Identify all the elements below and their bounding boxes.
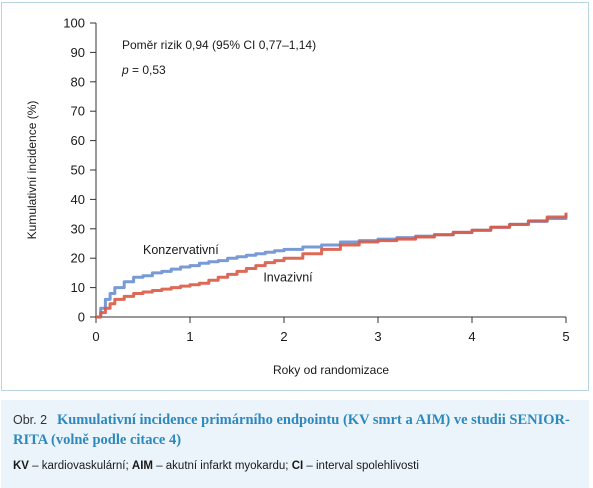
y-tick-label: 100 [63, 16, 85, 31]
chart-series [96, 212, 568, 319]
figure-number: Obr. 2 [13, 413, 48, 427]
y-axis-title: Kumulativní incidence (%) [25, 101, 39, 240]
figure-caption: Obr. 2 Kumulativní incidence primárního … [1, 400, 589, 488]
abbr-ci-text: – interval spolehlivosti [303, 460, 419, 472]
y-tick-label: 10 [71, 280, 85, 295]
chart-axes: 0 10 20 30 40 50 60 70 80 90 100 0 1 2 3 4 5 [63, 16, 569, 345]
x-tick-label: 0 [92, 329, 99, 344]
y-tick-label: 50 [71, 163, 85, 178]
series-line-invazivni [96, 212, 568, 319]
chart-labels: Konzervativní Invazivní [143, 243, 313, 285]
abbr-ci: CI [291, 460, 304, 472]
y-tick-label: 0 [78, 310, 85, 325]
y-tick-label: 20 [71, 251, 85, 266]
y-tick-label: 30 [71, 221, 85, 236]
p-value-text: = 0,53 [129, 63, 166, 77]
abbreviations-note: KV – kardiovaskulární; AIM – akutní infa… [13, 460, 583, 472]
y-tick-label: 90 [71, 45, 85, 60]
series-line-konzervativni [96, 214, 568, 319]
x-axis-title: Roky od randomizace [273, 363, 389, 377]
x-tick-label: 3 [374, 329, 381, 344]
p-value-symbol: p [121, 63, 129, 77]
abbr-kv: KV [13, 460, 29, 472]
kaplan-meier-chart: 0 10 20 30 40 50 60 70 80 90 100 0 1 2 3 4 5 Konzervativ… [25, 16, 570, 378]
y-tick-label: 60 [71, 133, 85, 148]
y-tick-label: 40 [71, 192, 85, 207]
x-tick-label: 2 [280, 329, 287, 344]
p-value-annotation: p = 0,53 [121, 63, 166, 77]
abbr-aim: AIM [131, 460, 153, 472]
series-label-konzervativni: Konzervativní [143, 243, 219, 257]
figure-title: Kumulativní incidence primárního endpoin… [13, 412, 570, 448]
x-tick-label: 4 [468, 329, 475, 344]
caption-title: Obr. 2 Kumulativní incidence primárního … [13, 410, 583, 450]
hazard-ratio-annotation: Poměr rizik 0,94 (95% CI 0,77–1,14) [122, 38, 316, 52]
x-tick-label: 5 [562, 329, 569, 344]
abbr-aim-text: – akutní infarkt myokardu; [153, 460, 292, 472]
figure-frame [1, 2, 589, 391]
x-tick-label: 1 [186, 329, 193, 344]
abbr-kv-text: – kardiovaskulární; [28, 460, 132, 472]
y-tick-label: 80 [71, 74, 85, 89]
y-tick-label: 70 [71, 104, 85, 119]
series-label-invazivni: Invazivní [263, 271, 313, 285]
